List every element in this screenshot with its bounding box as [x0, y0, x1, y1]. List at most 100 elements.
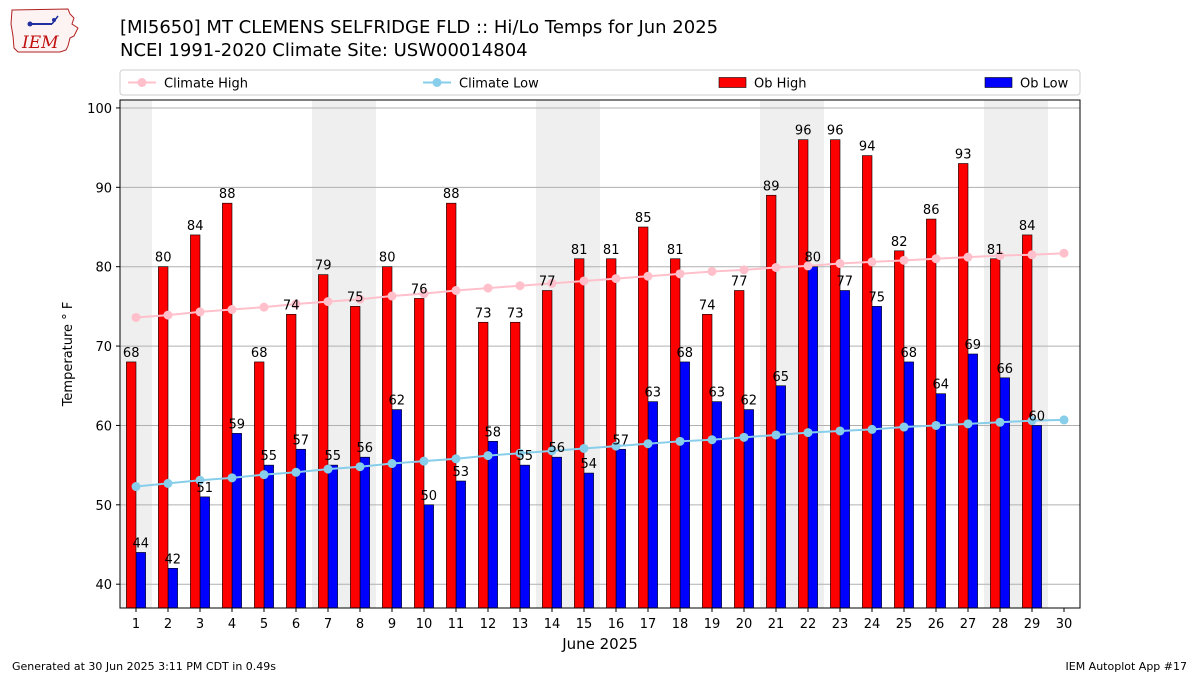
ob-high-bar [286, 314, 297, 609]
ob-high-value-label: 76 [411, 282, 428, 297]
ob-low-value-label: 65 [773, 370, 790, 385]
legend-ob-high: Ob High [718, 77, 807, 92]
ob-low-value-label: 60 [1029, 409, 1046, 424]
x-tick-label: 29 [1024, 617, 1041, 632]
chart-subtitle: NCEI 1991-2020 Climate Site: USW00014804 [120, 40, 528, 61]
ob-low-value-label: 64 [933, 378, 950, 393]
climate-low-point [291, 467, 301, 477]
ob-high-value-label: 68 [123, 346, 140, 361]
ob-high-bar [670, 258, 681, 609]
climate-low-point [771, 430, 781, 440]
ob-high-value-label: 88 [219, 187, 236, 202]
climate-low-point [995, 417, 1005, 427]
x-tick-label: 5 [260, 617, 268, 632]
ob-low-bar [967, 353, 978, 609]
ob-low-value-label: 44 [133, 536, 150, 551]
climate-low-point [643, 439, 653, 449]
ob-high-bar [798, 139, 809, 609]
x-tick-label: 2 [164, 617, 172, 632]
ob-high-bar [926, 218, 937, 609]
x-tick-label: 26 [928, 617, 945, 632]
climate-low-point [1059, 415, 1069, 425]
climate-high-point [611, 274, 621, 284]
climate-high-point [899, 255, 909, 265]
ob-low-bar [839, 290, 850, 609]
iem-logo: IEM [10, 8, 79, 53]
ob-low-bar [1031, 425, 1042, 609]
ob-low-value-label: 58 [485, 425, 502, 440]
climate-low-point [739, 432, 749, 442]
ob-low-bar [135, 552, 146, 609]
y-tick-label: 70 [95, 340, 112, 355]
ob-low-value-label: 42 [165, 552, 182, 567]
value-labels: 68 44 80 42 84 51 88 59 68 55 74 57 79 55 75 56 80 62 76 50… [123, 124, 1045, 568]
climate-high-point [739, 265, 749, 275]
legend-climate-high: Climate High [128, 77, 248, 92]
ob-high-value-label: 86 [923, 203, 940, 218]
x-tick-label: 17 [640, 617, 657, 632]
x-axis-label: June 2025 [561, 635, 638, 653]
ob-high-bar [734, 290, 745, 609]
climate-high-point [963, 252, 973, 262]
ob-high-value-label: 80 [379, 251, 396, 266]
ob-low-bar [487, 441, 498, 609]
x-tick-label: 18 [672, 617, 689, 632]
ob-low-bar [775, 385, 786, 609]
climate-high-point [131, 312, 141, 322]
climate-high-point [931, 254, 941, 264]
ob-low-value-label: 68 [901, 346, 918, 361]
ob-high-value-label: 93 [955, 148, 972, 163]
climate-low-point [547, 446, 557, 456]
ob-low-bar [807, 266, 818, 609]
legend: Climate High Climate Low Ob High Ob Low [119, 69, 1081, 96]
x-tick-label: 14 [544, 617, 561, 632]
ob-low-value-label: 68 [677, 346, 694, 361]
logo-text: IEM [21, 33, 59, 53]
climate-high-point [643, 271, 653, 281]
y-tick-label: 60 [95, 419, 112, 434]
ob-low-bar [999, 377, 1010, 609]
ob-low-bar [167, 568, 178, 609]
climate-high-point [803, 261, 813, 271]
climate-low-point [515, 448, 525, 458]
climate-lines [131, 248, 1069, 492]
ob-low-bar [679, 361, 690, 609]
climate-low-point [611, 441, 621, 451]
ob-high-bar [990, 258, 1001, 609]
climate-low-point [899, 422, 909, 432]
iowa-state-outline-icon [10, 8, 79, 53]
climate-high-point [579, 276, 589, 286]
ob-low-value-label: 75 [869, 290, 886, 305]
climate-low-point [227, 473, 237, 483]
ob-low-value-label: 57 [613, 433, 630, 448]
climate-low-point [579, 443, 589, 453]
climate-high-point [867, 257, 877, 267]
climate-high-point [163, 310, 173, 320]
ob-low-bar [903, 361, 914, 609]
x-tick-label: 1 [132, 617, 140, 632]
ob-low-bar [551, 456, 562, 609]
x-tick-label: 6 [292, 617, 300, 632]
climate-high-line [135, 252, 1065, 319]
ob-low-bar [647, 401, 658, 609]
x-tick-label: 21 [768, 617, 785, 632]
ob-high-bar [638, 226, 649, 609]
ob-high-value-label: 96 [827, 124, 844, 139]
ob-high-bar [318, 274, 329, 609]
climate-high-point [259, 302, 269, 312]
ob-high-value-label: 82 [891, 235, 908, 250]
ob-high-value-label: 96 [795, 124, 812, 139]
x-tick-label: 12 [480, 617, 497, 632]
climate-high-point [995, 251, 1005, 261]
ob-low-value-label: 69 [965, 338, 982, 353]
chart-title: [MI5650] MT CLEMENS SELFRIDGE FLD :: Hi/… [120, 17, 719, 38]
climate-high-point [387, 291, 397, 301]
ob-low-value-label: 63 [645, 386, 662, 401]
climate-high-point [771, 262, 781, 272]
ob-low-value-label: 77 [837, 275, 854, 290]
ob-low-bar [391, 409, 402, 609]
ob-high-value-label: 68 [251, 346, 268, 361]
legend-bar-swatch [718, 77, 747, 88]
ob-high-value-label: 73 [507, 306, 524, 321]
x-tick-label: 23 [832, 617, 849, 632]
